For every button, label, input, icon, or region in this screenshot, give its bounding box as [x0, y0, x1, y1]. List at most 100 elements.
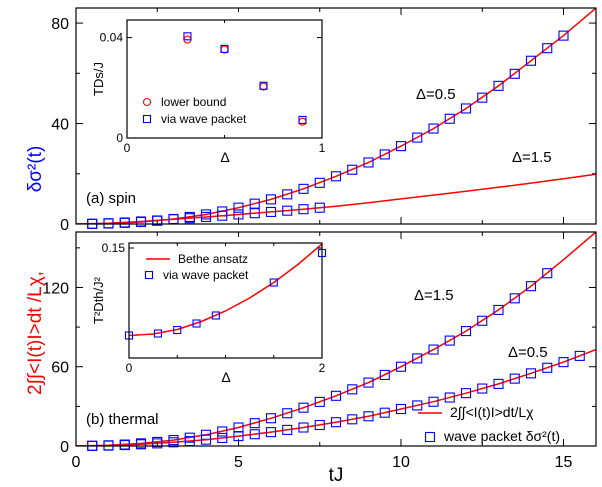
data-point-square [330, 390, 342, 401]
data-point-square [298, 115, 307, 124]
data-point-square [152, 215, 163, 226]
series-line [76, 232, 596, 446]
data-point-square [347, 164, 358, 175]
legend-label: via wave packet [163, 268, 249, 282]
data-point-square [460, 326, 472, 337]
data-point-square [493, 304, 504, 315]
data-point-square [330, 171, 342, 182]
data-point-square [119, 217, 130, 228]
data-point-square [173, 325, 182, 335]
data-point-square [493, 80, 504, 91]
legend-label: via wave packet [161, 112, 247, 126]
data-point-square [298, 204, 309, 215]
inset-x-axis-label: Δ [221, 369, 230, 385]
data-point-square [412, 132, 423, 143]
data-point-square [330, 417, 342, 428]
data-point-square [428, 344, 439, 355]
panel-label: (a) spin [86, 190, 136, 207]
data-point-square [269, 278, 278, 287]
data-point-square [153, 329, 162, 338]
inset-x-tick-label: 1 [319, 141, 326, 155]
y-tick-label: 0 [60, 439, 69, 456]
data-point-square [558, 30, 569, 41]
y-tick-label: 80 [51, 16, 69, 33]
curve-annotation-delta-0.5: Δ=0.5 [508, 344, 548, 361]
curve-annotation-delta-1.5: Δ=1.5 [512, 149, 552, 166]
data-point-square [525, 281, 537, 292]
data-point-square [314, 202, 325, 213]
data-point-square [477, 315, 488, 326]
y-tick-label: 60 [51, 360, 69, 377]
inset-x-tick-label: 0 [126, 361, 133, 375]
panel-label: (b) thermal [86, 411, 159, 428]
inset-x-tick-label: 2 [319, 361, 326, 375]
inset-background [85, 12, 330, 174]
x-tick-label: 10 [392, 454, 410, 471]
data-point-square [211, 311, 220, 320]
data-point-square [282, 189, 293, 200]
legend-label: wave packet δσ²(t) [443, 428, 560, 444]
data-point-square [525, 55, 537, 66]
data-point-square [509, 68, 520, 79]
data-point-square [558, 357, 569, 368]
data-point-square [525, 368, 537, 379]
data-point-square [249, 429, 260, 440]
data-point-square [220, 44, 229, 53]
data-point-square [542, 362, 553, 373]
inset-x-tick-label: 0 [124, 141, 131, 155]
plot-frame [75, 231, 597, 447]
data-point-square [298, 183, 309, 194]
x-axis-label: tJ [329, 465, 344, 486]
x-tick-label: 5 [234, 454, 243, 471]
plot-frame [75, 7, 597, 225]
data-point-square [233, 202, 244, 213]
data-point-square [249, 208, 260, 219]
inset-y-tick-label: 0 [116, 131, 123, 145]
data-point-square [444, 335, 455, 346]
data-point-square [152, 438, 163, 449]
x-tick-label: 15 [555, 454, 573, 471]
data-point-square [314, 396, 325, 407]
curve-annotation-delta-0.5: Δ=0.5 [416, 86, 456, 103]
data-point-square [200, 211, 212, 223]
inset-y-axis-label: TDs/J [91, 62, 106, 96]
data-point-square [265, 194, 277, 205]
data-point-square [168, 437, 179, 448]
data-point-square [477, 92, 488, 103]
legend-label: lower bound [161, 95, 226, 109]
data-point-square [542, 268, 553, 279]
data-point-square [265, 427, 277, 438]
data-point-square [363, 157, 374, 168]
curve-annotation-delta-1.5: Δ=1.5 [414, 287, 454, 304]
inset-y-axis-label: T²Dth/J² [91, 276, 106, 324]
data-point-square [119, 440, 130, 451]
legend-label: 2∫∫<I(t)I>dt/Lχ [450, 404, 534, 420]
data-point-square [192, 319, 201, 328]
data-point-square [298, 402, 309, 413]
data-point-square [412, 400, 423, 411]
data-point-square [347, 384, 358, 395]
legend-marker-square [144, 270, 154, 280]
data-point-square [217, 426, 228, 437]
data-point-square [183, 32, 192, 41]
data-point-square [363, 411, 374, 422]
data-point-square [103, 218, 114, 229]
data-point-square [259, 81, 268, 90]
data-point-square [574, 350, 585, 361]
y-tick-label: 0 [60, 217, 69, 234]
legend-marker-square [424, 431, 436, 443]
data-point-square [460, 103, 472, 114]
inset-background [85, 237, 330, 394]
data-point-square [395, 141, 407, 152]
data-point-square [379, 369, 390, 380]
data-point-square [314, 177, 325, 188]
y-tick-label: 120 [42, 280, 69, 297]
data-point-square [379, 407, 390, 418]
legend-marker-square [142, 114, 152, 124]
panel-spin: 0 40 80 (a) spin Δ=0.5 Δ=1.5 0 1 0 0.04 Δ TDs/J lowe… [51, 7, 597, 234]
data-point-square [444, 392, 455, 403]
data-point-square [282, 408, 293, 419]
legend-marker-circle [142, 97, 152, 107]
data-point-square [265, 206, 277, 217]
